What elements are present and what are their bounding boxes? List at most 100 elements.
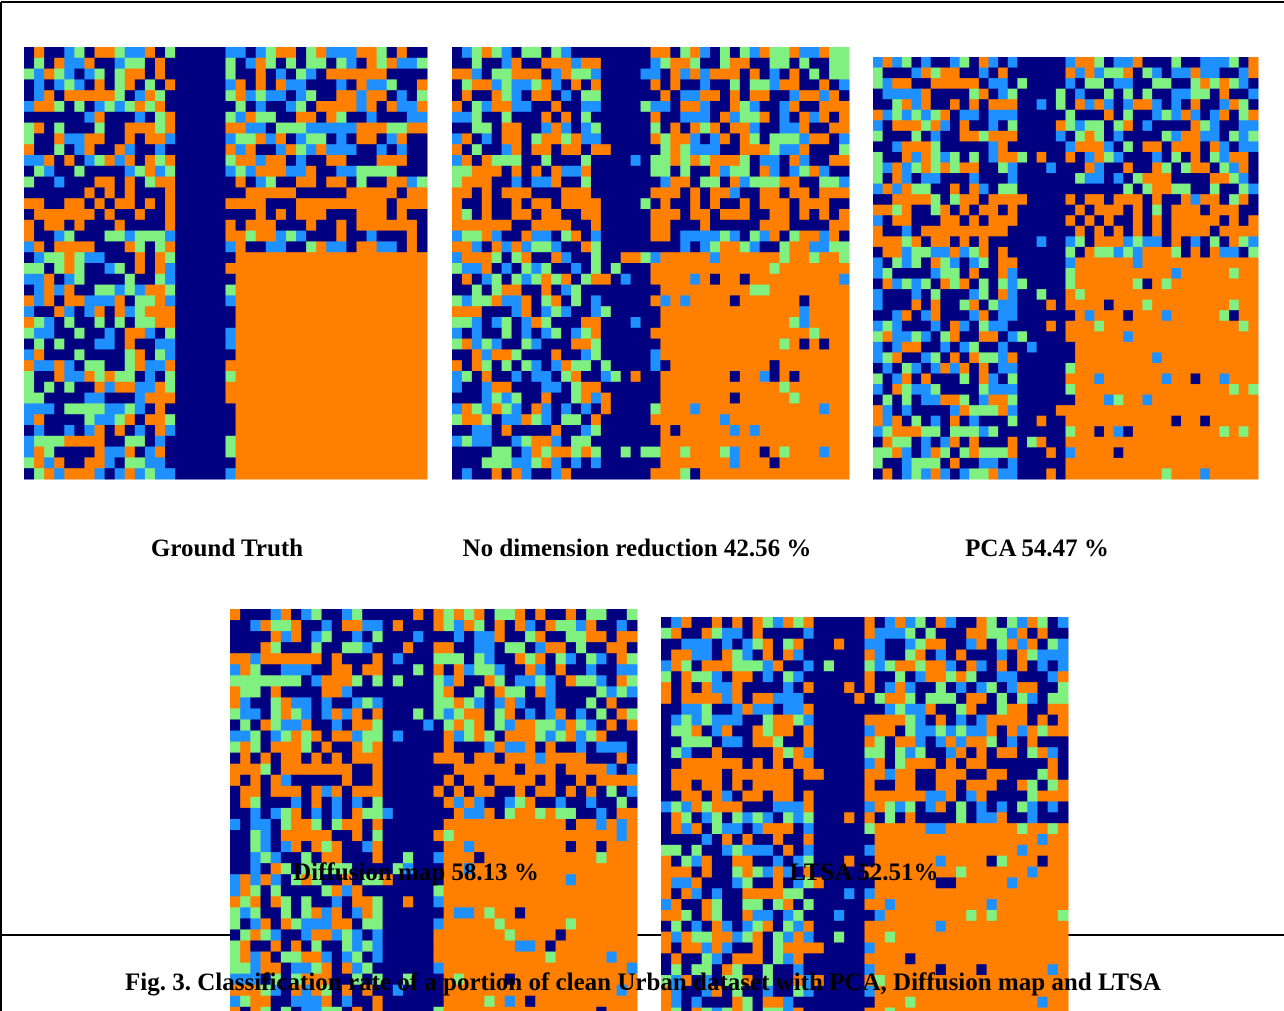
map-pixel [902,152,912,163]
map-pixel [417,209,428,220]
map-pixel [1220,363,1230,374]
map-pixel [750,133,760,144]
map-pixel [250,653,261,665]
map-pixel [95,187,106,198]
map-pixel [185,144,196,155]
map-pixel [690,468,700,479]
map-pixel [240,609,251,621]
map-pixel [809,360,819,371]
map-pixel [660,425,670,436]
map-pixel [276,177,287,188]
map-pixel [525,631,536,643]
map-pixel [185,403,196,414]
map-pixel [393,609,404,621]
map-pixel [940,342,950,353]
map-pixel [631,209,641,220]
map-pixel [969,184,979,195]
map-pixel [839,339,849,350]
map-pixel [631,69,641,80]
map-pixel [969,374,979,385]
map-pixel [931,437,941,448]
map-pixel [989,426,999,437]
map-pixel [940,141,950,152]
map-pixel [286,47,297,58]
map-pixel [989,384,999,395]
map-pixel [226,425,237,436]
map-pixel [551,144,561,155]
map-pixel [215,144,226,155]
map-pixel [296,339,307,350]
map-pixel [690,252,700,263]
map-pixel [165,177,176,188]
map-pixel [1171,310,1181,321]
map-pixel [531,112,541,123]
map-pixel [892,194,902,205]
map-pixel [1017,236,1027,247]
map-pixel [336,166,347,177]
map-pixel [115,393,126,404]
map-pixel [407,317,418,328]
map-pixel [356,241,367,252]
map-pixel [651,393,661,404]
map-pixel [512,220,522,231]
map-pixel [397,241,408,252]
map-pixel [95,425,106,436]
map-pixel [286,403,297,414]
map-pixel [1085,437,1095,448]
map-pixel [1075,437,1085,448]
map-pixel [266,360,277,371]
map-pixel [195,339,206,350]
map-pixel [740,393,750,404]
map-pixel [1094,447,1104,458]
map-pixel [512,295,522,306]
map-pixel [64,457,75,468]
map-pixel [931,405,941,416]
map-pixel [740,360,750,371]
map-pixel [1191,416,1201,427]
map-pixel [780,69,790,80]
map-pixel [1037,352,1047,363]
map-pixel [1046,426,1056,437]
map-pixel [492,166,502,177]
map-pixel [670,112,680,123]
map-pixel [521,274,531,285]
map-pixel [770,414,780,425]
map-pixel [670,144,680,155]
map-pixel [236,468,247,479]
map-pixel [740,382,750,393]
map-pixel [641,47,651,58]
map-pixel [561,295,571,306]
map-pixel [621,155,631,166]
map-pixel [819,295,829,306]
map-pixel [1046,310,1056,321]
map-pixel [1200,374,1210,385]
map-pixel [346,155,357,166]
map-pixel [306,317,317,328]
map-pixel [1046,321,1056,332]
map-pixel [531,447,541,458]
map-pixel [1017,468,1027,479]
map-pixel [54,220,65,231]
map-pixel [571,317,581,328]
map-pixel [940,289,950,300]
map-pixel [581,231,591,242]
map-pixel [246,220,257,231]
map-pixel [680,425,690,436]
map-pixel [326,306,337,317]
map-pixel [591,274,601,285]
map-pixel [336,414,347,425]
map-pixel [407,47,418,58]
map-pixel [336,101,347,112]
map-pixel [54,209,65,220]
map-pixel [276,457,287,468]
map-pixel [105,360,116,371]
map-pixel [561,274,571,285]
map-pixel [931,110,941,121]
map-pixel [271,609,282,621]
map-pixel [492,133,502,144]
map-pixel [1085,352,1095,363]
map-pixel [591,252,601,263]
map-pixel [1094,194,1104,205]
map-pixel [839,317,849,328]
map-pixel [680,436,690,447]
